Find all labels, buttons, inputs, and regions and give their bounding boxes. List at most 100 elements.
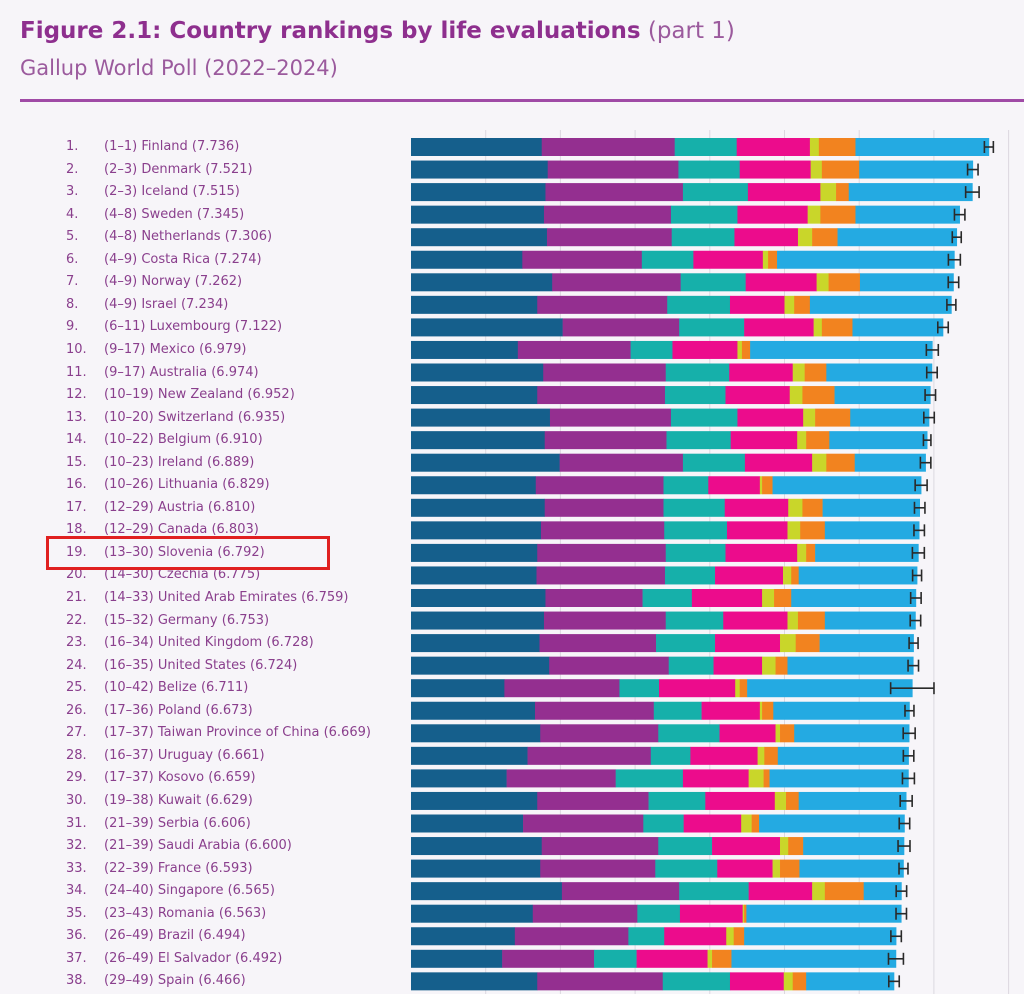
chart-title-suffix: (part 1)	[647, 18, 735, 44]
row-rank: 16.	[66, 477, 87, 493]
row-rank: 3.	[66, 184, 79, 200]
bar-segment-gdp	[411, 453, 560, 472]
bar-segment-residual	[855, 205, 960, 224]
row-rank: 5.	[66, 229, 79, 245]
bar-segment-residual	[777, 746, 909, 765]
bar-segment-gdp	[411, 160, 549, 179]
bar-row	[411, 273, 960, 292]
bar-segment-freedom	[682, 769, 749, 788]
bar-segment-corruption	[775, 656, 788, 675]
bar-row	[411, 679, 935, 698]
bar-segment-residual	[803, 837, 905, 856]
bar-segment-generosity	[784, 295, 795, 314]
bar-segment-residual	[819, 634, 914, 653]
bar-segment-corruption	[800, 521, 826, 540]
bar-segment-social-support	[523, 814, 644, 833]
bar-segment-gdp	[411, 837, 543, 856]
bar-segment-life-expectancy	[674, 138, 737, 156]
error-bar	[895, 885, 908, 898]
bar-segment-generosity	[748, 769, 764, 788]
bar-segment-freedom	[659, 679, 736, 698]
bar-segment-freedom	[734, 228, 799, 247]
row-country-label: (19–38) Kuwait (6.629)	[104, 792, 253, 808]
error-bar	[913, 524, 926, 537]
bar-row	[411, 859, 909, 878]
bar-segment-generosity	[812, 882, 826, 901]
bar-segment-freedom	[725, 386, 791, 405]
bar-segment-life-expectancy	[648, 791, 706, 810]
bar-segment-freedom	[747, 183, 821, 202]
bar-row	[411, 543, 926, 562]
row-country-label: (9–17) Mexico (6.979)	[104, 341, 247, 357]
bar-segment-freedom	[691, 589, 763, 607]
bar-segment-freedom	[748, 882, 813, 901]
bar-segment-gdp	[411, 904, 534, 923]
row-rank: 11.	[66, 364, 87, 380]
bar-segment-corruption	[821, 318, 853, 337]
bar-segment-gdp	[411, 972, 538, 991]
row-country-label: (22–39) France (6.593)	[104, 860, 253, 876]
bar-segment-generosity	[762, 656, 776, 675]
bar-segment-corruption	[802, 498, 823, 517]
error-bar	[913, 501, 926, 514]
row-rank: 33.	[66, 860, 87, 876]
bar-segment-life-expectancy	[643, 814, 684, 833]
error-bar	[911, 546, 926, 559]
bar-row	[411, 160, 979, 179]
bar-segment-freedom	[679, 904, 743, 923]
bar-segment-residual	[777, 250, 955, 269]
bar-segment-gdp	[411, 295, 538, 314]
bar-segment-generosity	[757, 746, 765, 765]
bar-segment-residual	[855, 138, 990, 156]
row-country-label: (23–43) Romania (6.563)	[104, 905, 267, 921]
chart-title: Figure 2.1: Country rankings by life eva…	[20, 18, 735, 44]
bar-segment-generosity	[809, 138, 820, 156]
bar-segment-gdp	[411, 205, 545, 224]
bar-row	[411, 656, 920, 675]
bar-segment-corruption	[797, 611, 826, 630]
bar-segment-life-expectancy	[678, 160, 740, 179]
bar-segment-residual	[863, 882, 902, 901]
row-country-label: (16–37) Uruguay (6.661)	[104, 747, 265, 763]
bar-segment-freedom	[744, 453, 813, 472]
bar-segment-gdp	[411, 273, 553, 292]
bar-segment-social-support	[547, 160, 679, 179]
bar-segment-residual	[759, 814, 905, 833]
bar-row	[411, 138, 995, 156]
bar-segment-corruption	[824, 882, 864, 901]
bar-segment-life-expectancy	[665, 543, 726, 562]
error-bar	[902, 727, 916, 740]
bar-row	[411, 183, 980, 202]
bar-segment-social-support	[537, 295, 668, 314]
row-rank: 35.	[66, 905, 87, 921]
row-rank: 1.	[66, 139, 79, 154]
bar-segment-life-expectancy	[664, 386, 726, 405]
bar-segment-life-expectancy	[630, 340, 673, 359]
bar-segment-residual	[834, 386, 931, 405]
bar-segment-corruption	[741, 340, 751, 359]
bar-segment-life-expectancy	[664, 566, 716, 585]
bar-segment-corruption	[792, 972, 807, 991]
bar-segment-generosity	[783, 972, 794, 991]
bar-segment-gdp	[411, 791, 538, 810]
bar-row	[411, 408, 936, 427]
bar-segment-life-expectancy	[642, 589, 693, 607]
row-rank: 13.	[66, 409, 87, 425]
bar-segment-corruption	[780, 724, 795, 743]
bar-segment-gdp	[411, 769, 507, 788]
bar-segment-gdp	[411, 949, 503, 968]
bar-segment-corruption	[806, 543, 816, 562]
bar-segment-residual	[799, 859, 904, 878]
bar-segment-life-expectancy	[682, 453, 746, 472]
row-country-label: (10–42) Belize (6.711)	[104, 680, 249, 696]
bar-segment-corruption	[836, 183, 850, 202]
bar-segment-gdp	[411, 701, 536, 720]
bar-segment-corruption	[712, 949, 732, 968]
row-country-label: (1–1) Finland (7.736)	[104, 139, 240, 154]
bar-row	[411, 250, 962, 269]
bar-segment-generosity	[741, 814, 752, 833]
bar-segment-freedom	[683, 814, 742, 833]
bar-segment-gdp	[411, 521, 542, 540]
bar-segment-freedom	[745, 273, 817, 292]
bar-segment-corruption	[818, 138, 856, 156]
